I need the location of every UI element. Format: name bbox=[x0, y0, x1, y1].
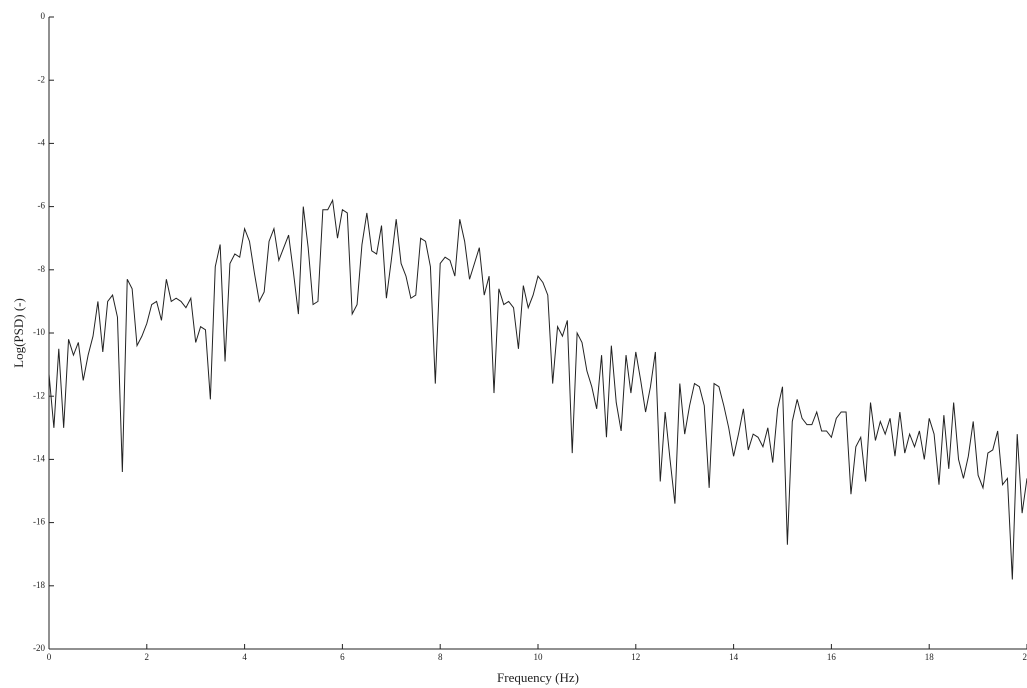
x-tick-label: 0 bbox=[47, 652, 52, 662]
x-tick-label: 14 bbox=[729, 652, 739, 662]
y-tick-label: -10 bbox=[33, 327, 45, 337]
x-tick-label: 6 bbox=[340, 652, 345, 662]
y-tick-label: -16 bbox=[33, 517, 45, 527]
x-tick-label: 4 bbox=[242, 652, 247, 662]
x-tick-label: 16 bbox=[827, 652, 837, 662]
y-tick-label: -8 bbox=[38, 264, 46, 274]
y-tick-label: -6 bbox=[38, 201, 46, 211]
y-tick-label: -18 bbox=[33, 580, 45, 590]
x-axis-label: Frequency (Hz) bbox=[497, 670, 579, 685]
y-tick-label: -14 bbox=[33, 453, 45, 463]
data-line bbox=[48, 198, 1027, 580]
x-tick-label: 18 bbox=[925, 652, 935, 662]
x-tick-label: 20 bbox=[1023, 652, 1027, 662]
x-tick-label: 12 bbox=[631, 652, 640, 662]
y-axis-label: Log(PSD) (-) bbox=[11, 298, 26, 368]
y-tick-label: 0 bbox=[41, 11, 46, 21]
x-tick-label: 10 bbox=[534, 652, 544, 662]
y-tick-label: -2 bbox=[38, 74, 46, 84]
x-tick-label: 8 bbox=[438, 652, 443, 662]
y-tick-label: -20 bbox=[33, 643, 45, 653]
x-tick-label: 2 bbox=[145, 652, 150, 662]
y-tick-label: -4 bbox=[38, 137, 46, 147]
y-tick-label: -12 bbox=[33, 390, 45, 400]
